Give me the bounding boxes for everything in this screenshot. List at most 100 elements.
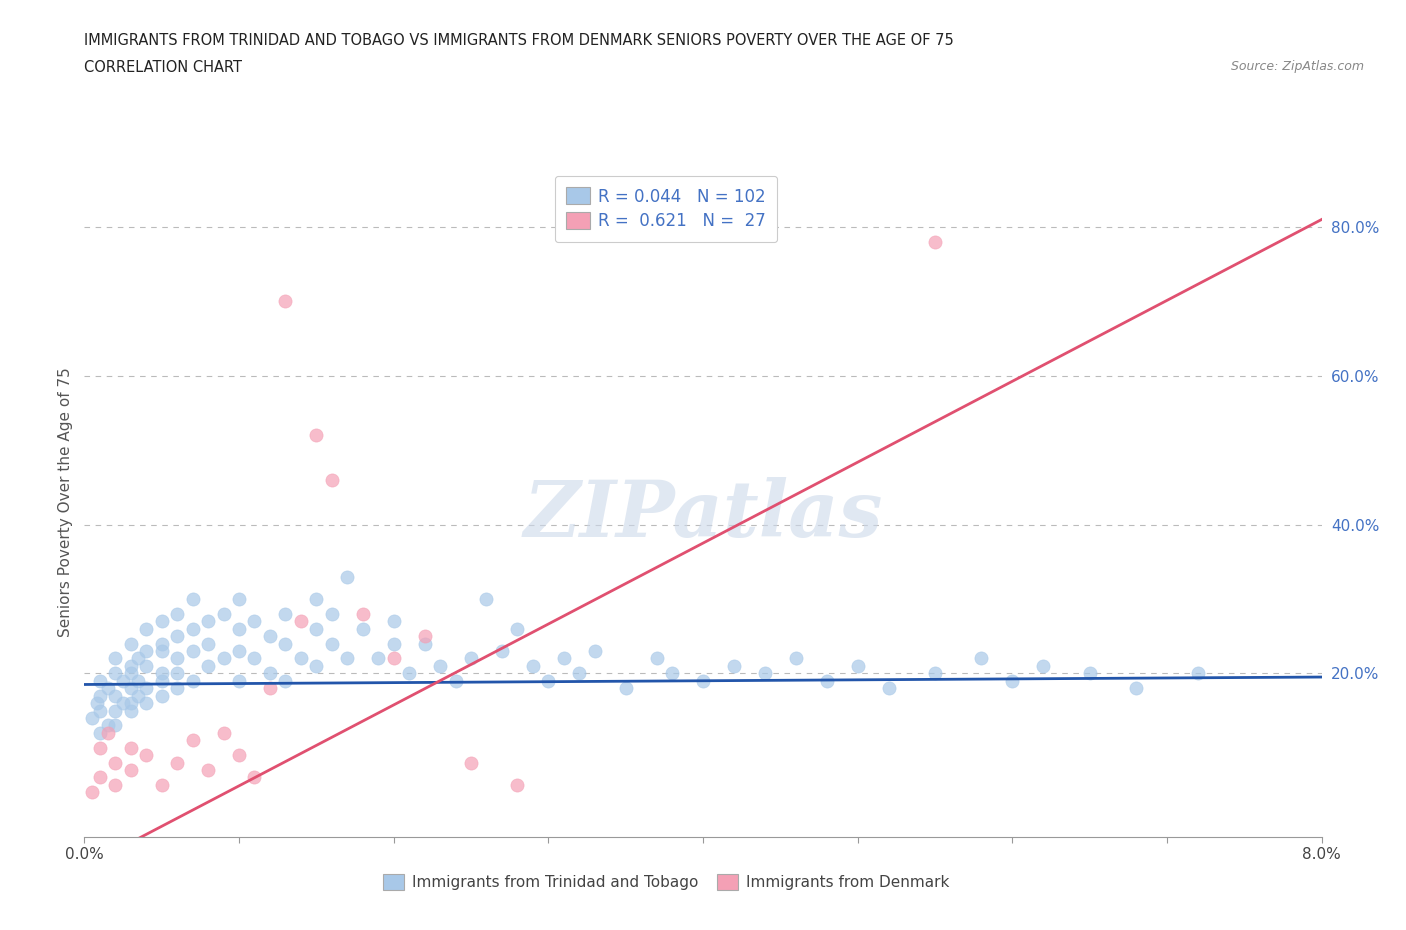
Point <box>692 673 714 688</box>
Point <box>104 666 127 681</box>
Point <box>1078 666 1101 681</box>
Point <box>305 621 328 636</box>
Point <box>212 651 235 666</box>
Point <box>243 651 266 666</box>
Point <box>259 666 281 681</box>
Point <box>336 569 359 584</box>
Point <box>82 785 104 800</box>
Legend: R = 0.044   N = 102, R =  0.621   N =  27: R = 0.044 N = 102, R = 0.621 N = 27 <box>554 176 778 242</box>
Point <box>135 644 157 658</box>
Point <box>382 651 405 666</box>
Point <box>645 651 668 666</box>
Point <box>166 651 188 666</box>
Point <box>723 658 745 673</box>
Point <box>150 636 173 651</box>
Point <box>924 234 946 249</box>
Point <box>150 644 173 658</box>
Point <box>197 658 219 673</box>
Point <box>135 658 157 673</box>
Point <box>135 621 157 636</box>
Point <box>150 614 173 629</box>
Point <box>1125 681 1147 696</box>
Point <box>815 673 838 688</box>
Point <box>166 755 188 770</box>
Point <box>104 718 127 733</box>
Point <box>104 777 127 792</box>
Point <box>120 658 142 673</box>
Point <box>166 629 188 644</box>
Point <box>166 666 188 681</box>
Point <box>228 591 250 606</box>
Point <box>82 711 104 725</box>
Point <box>150 666 173 681</box>
Point <box>274 606 297 621</box>
Point <box>1187 666 1209 681</box>
Point <box>228 673 250 688</box>
Point <box>197 636 219 651</box>
Point <box>86 696 108 711</box>
Point <box>506 621 529 636</box>
Point <box>89 673 111 688</box>
Point <box>522 658 544 673</box>
Point <box>212 725 235 740</box>
Point <box>583 644 606 658</box>
Point <box>181 733 204 748</box>
Point <box>120 666 142 681</box>
Point <box>846 658 869 673</box>
Point <box>120 681 142 696</box>
Point <box>661 666 683 681</box>
Point <box>135 748 157 763</box>
Point <box>274 673 297 688</box>
Point <box>259 629 281 644</box>
Point <box>259 681 281 696</box>
Point <box>352 621 374 636</box>
Point <box>553 651 575 666</box>
Point <box>460 651 482 666</box>
Point <box>104 688 127 703</box>
Point <box>150 688 173 703</box>
Point <box>127 673 149 688</box>
Point <box>243 770 266 785</box>
Point <box>754 666 776 681</box>
Point <box>877 681 900 696</box>
Point <box>89 740 111 755</box>
Point <box>89 703 111 718</box>
Point <box>104 703 127 718</box>
Point <box>120 763 142 777</box>
Point <box>89 688 111 703</box>
Text: CORRELATION CHART: CORRELATION CHART <box>84 60 242 75</box>
Point <box>321 606 343 621</box>
Point <box>274 636 297 651</box>
Point <box>112 673 135 688</box>
Point <box>197 614 219 629</box>
Y-axis label: Seniors Poverty Over the Age of 75: Seniors Poverty Over the Age of 75 <box>58 367 73 637</box>
Point <box>181 673 204 688</box>
Point <box>96 681 118 696</box>
Point <box>444 673 467 688</box>
Point <box>89 770 111 785</box>
Point <box>104 755 127 770</box>
Point <box>413 629 436 644</box>
Point <box>135 681 157 696</box>
Point <box>336 651 359 666</box>
Point <box>970 651 993 666</box>
Point <box>212 606 235 621</box>
Point <box>181 621 204 636</box>
Point <box>491 644 513 658</box>
Point <box>614 681 637 696</box>
Point <box>305 428 328 443</box>
Point <box>506 777 529 792</box>
Point <box>120 696 142 711</box>
Point <box>166 606 188 621</box>
Point <box>537 673 560 688</box>
Point <box>181 644 204 658</box>
Point <box>127 688 149 703</box>
Point <box>568 666 591 681</box>
Point <box>120 636 142 651</box>
Point <box>352 606 374 621</box>
Text: IMMIGRANTS FROM TRINIDAD AND TOBAGO VS IMMIGRANTS FROM DENMARK SENIORS POVERTY O: IMMIGRANTS FROM TRINIDAD AND TOBAGO VS I… <box>84 33 955 47</box>
Point <box>924 666 946 681</box>
Point <box>135 696 157 711</box>
Point <box>1001 673 1024 688</box>
Point <box>1032 658 1054 673</box>
